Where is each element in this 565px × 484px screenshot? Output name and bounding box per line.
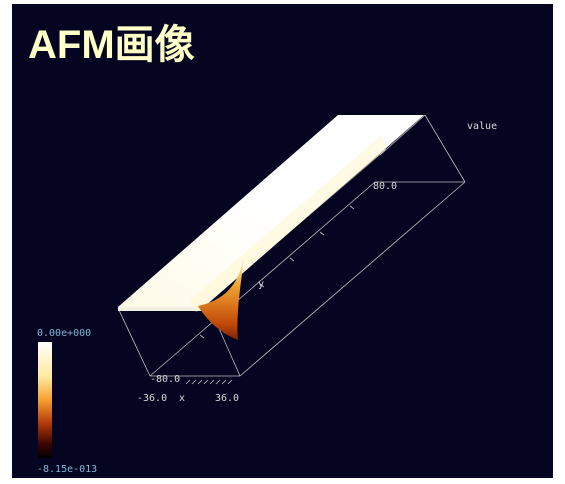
title: AFM画像 [28,23,195,67]
x-axis-label: x [179,393,185,404]
colorbar-min: -8.15e-013 [37,464,97,475]
wireframe [117,114,466,385]
x-min-label: -36.0 [137,393,167,404]
y-axis-label: y [258,279,264,290]
colorbar-max: 0.00e+000 [37,328,91,339]
viewport [12,4,553,478]
x-max-label: 36.0 [215,393,239,404]
surface [118,115,424,340]
value-label: value [467,121,497,132]
y-max-label: 80.0 [373,181,397,192]
y-min-label: -80.0 [150,374,180,385]
colorbar [38,342,52,458]
